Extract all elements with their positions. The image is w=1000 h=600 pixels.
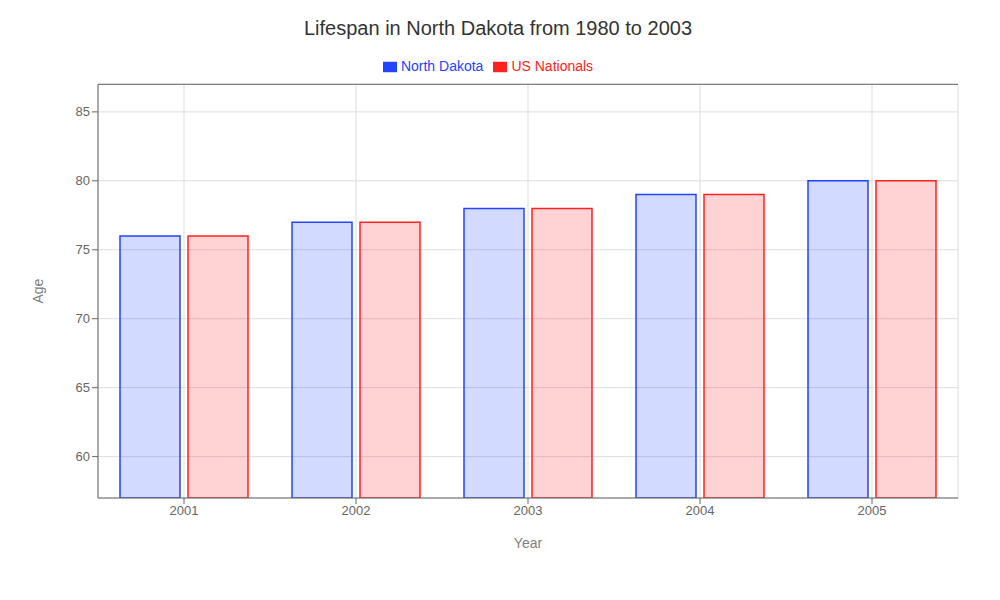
svg-text:70: 70 <box>76 311 90 326</box>
html-text:North Dakota: North Dakota <box>400 58 484 74</box>
svg-text:85: 85 <box>76 104 90 119</box>
svg-text:80: 80 <box>76 173 90 188</box>
html-text:Lifespan in North Dakota from: Lifespan in North Dakota from 1980 to 20… <box>304 17 692 39</box>
svg-text:2003: 2003 <box>514 503 543 518</box>
svg-text:65: 65 <box>76 380 90 395</box>
html-text:US Nationals: US Nationals <box>511 58 594 74</box>
svg-text:2005: 2005 <box>858 503 887 518</box>
svg-text:2001: 2001 <box>170 503 199 518</box>
svg-text:75: 75 <box>76 242 90 257</box>
svg-text:Year: Year <box>514 535 543 551</box>
svg-text:Age: Age <box>30 278 46 303</box>
svg-text:2002: 2002 <box>342 503 371 518</box>
svg-text:60: 60 <box>76 449 90 464</box>
svg-text:2004: 2004 <box>686 503 715 518</box>
